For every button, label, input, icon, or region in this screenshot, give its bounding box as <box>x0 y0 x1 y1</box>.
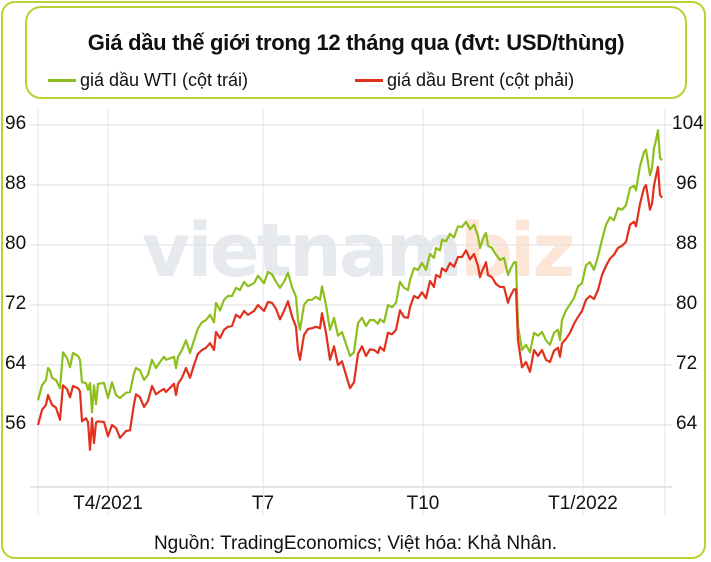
x-tick: T1/2022 <box>548 493 618 514</box>
y-left-tick: 96 <box>5 113 27 134</box>
series-line-wti <box>36 129 663 414</box>
legend-item-wti: giá dầu WTI (cột trái) <box>48 70 248 91</box>
legend-swatch-wti <box>48 79 76 82</box>
x-tick: T10 <box>406 493 440 514</box>
chart-title: Giá dầu thế giới trong 12 tháng qua (đvt… <box>87 30 625 55</box>
x-tick: T7 <box>251 493 275 514</box>
y-right-tick: 96 <box>676 173 698 194</box>
source-note: Nguồn: TradingEconomics; Việt hóa: Khả N… <box>153 533 558 554</box>
y-left-tick: 72 <box>5 293 27 314</box>
x-tick: T4/2021 <box>73 493 143 514</box>
y-left-tick: 80 <box>5 233 27 254</box>
y-right-tick: 80 <box>676 293 698 314</box>
series-line-brent <box>36 165 663 451</box>
chart-header: Giá dầu thế giới trong 12 tháng qua (đvt… <box>25 6 687 99</box>
y-left-tick: 88 <box>5 173 27 194</box>
y-right-tick: 72 <box>676 353 698 374</box>
legend-item-brent: giá dầu Brent (cột phải) <box>355 70 574 91</box>
y-right-tick: 104 <box>672 113 704 134</box>
y-left-tick: 64 <box>5 353 27 374</box>
legend-label-brent: giá dầu Brent (cột phải) <box>387 70 575 90</box>
y-right-tick: 64 <box>676 413 698 434</box>
legend-swatch-brent <box>355 79 383 82</box>
legend-label-wti: giá dầu WTI (cột trái) <box>80 70 249 90</box>
y-right-tick: 88 <box>676 233 698 254</box>
y-left-tick: 56 <box>5 413 27 434</box>
